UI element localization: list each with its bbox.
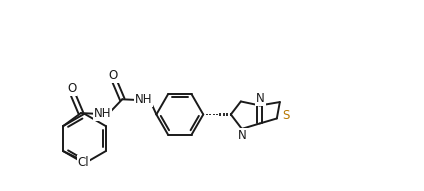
Text: O: O — [108, 69, 117, 82]
Text: NH: NH — [94, 107, 111, 120]
Text: N: N — [256, 92, 265, 105]
Text: S: S — [282, 109, 289, 122]
Text: O: O — [67, 83, 76, 96]
Text: NH: NH — [135, 93, 152, 106]
Text: Cl: Cl — [78, 156, 89, 169]
Text: N: N — [238, 129, 247, 142]
